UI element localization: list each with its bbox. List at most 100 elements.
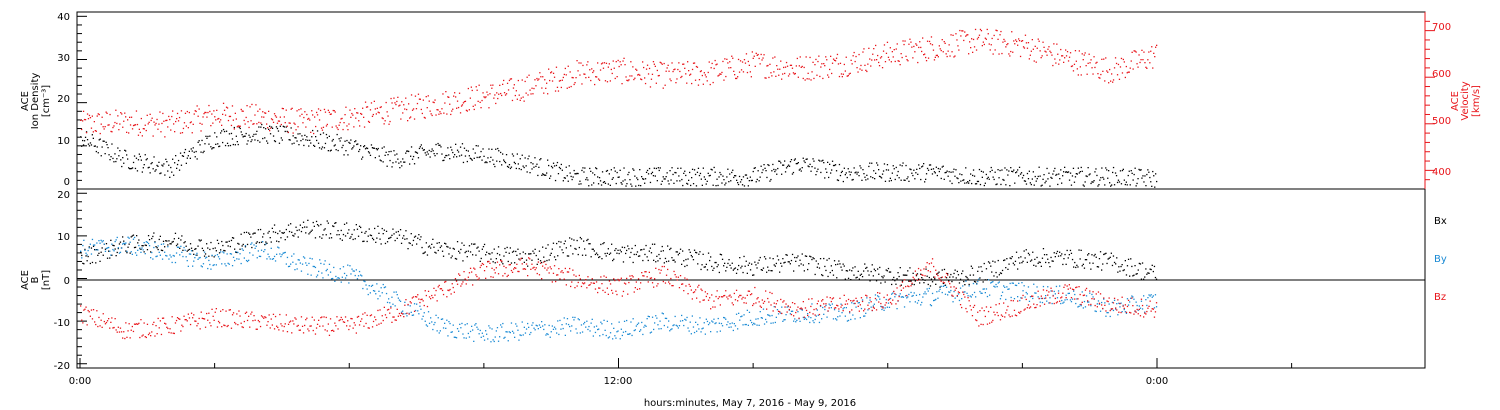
by-point — [651, 316, 654, 318]
by-point — [990, 282, 992, 284]
density-point — [1107, 177, 1109, 179]
bx-point — [947, 273, 949, 275]
velocity-point — [201, 123, 203, 125]
bz-point — [572, 269, 574, 271]
bx-point — [1020, 256, 1022, 258]
by-point — [342, 266, 345, 268]
bz-point — [291, 332, 293, 334]
bx-point — [346, 222, 348, 224]
bz-point — [299, 329, 301, 331]
bz-point — [522, 268, 524, 270]
bz-point — [737, 300, 739, 302]
by-point — [790, 310, 793, 312]
bz-point — [781, 312, 783, 315]
velocity-point — [589, 69, 591, 71]
velocity-point — [981, 45, 983, 47]
by-point — [1125, 312, 1128, 314]
velocity-point — [298, 109, 300, 111]
density-point — [147, 167, 149, 169]
bz-point — [148, 332, 151, 334]
velocity-point — [958, 49, 960, 51]
density-point — [226, 142, 229, 144]
bx-point — [224, 250, 226, 252]
by-point — [615, 337, 617, 339]
bz-point — [450, 293, 452, 295]
velocity-point — [405, 97, 407, 99]
bx-point — [1010, 257, 1012, 260]
density-point — [283, 126, 285, 128]
bz-point — [171, 316, 173, 318]
bx-point — [797, 255, 799, 257]
bz-point — [704, 291, 706, 293]
bz-point — [101, 326, 103, 328]
bz-point — [599, 287, 601, 289]
by-point — [277, 246, 279, 248]
by-point — [659, 320, 661, 322]
by-point — [449, 322, 451, 325]
by-point — [1130, 297, 1132, 299]
bx-point — [299, 224, 301, 226]
density-point — [707, 172, 709, 174]
by-point — [775, 316, 777, 318]
velocity-point — [647, 73, 650, 75]
by-point — [1025, 291, 1027, 294]
density-point — [374, 157, 376, 159]
by-point — [999, 298, 1002, 300]
by-point — [479, 329, 481, 332]
velocity-point — [269, 130, 271, 132]
density-point — [392, 162, 394, 164]
bx-point — [99, 260, 101, 262]
density-point — [331, 140, 333, 142]
bx-point — [1117, 271, 1119, 273]
bz-point — [399, 315, 402, 317]
velocity-point — [353, 126, 355, 128]
velocity-point — [678, 62, 680, 64]
bz-point — [339, 319, 341, 321]
by-point — [574, 316, 576, 319]
bz-point — [509, 264, 511, 266]
velocity-point — [1064, 57, 1066, 59]
density-point — [639, 169, 641, 171]
velocity-point — [192, 123, 194, 125]
density-point — [1105, 167, 1107, 169]
velocity-point — [302, 122, 304, 124]
velocity-point — [419, 98, 421, 100]
bx-point — [739, 257, 741, 259]
by-point — [364, 280, 366, 283]
density-point — [783, 164, 785, 166]
density-point — [461, 143, 464, 145]
bx-point — [485, 254, 487, 256]
bx-point — [968, 283, 970, 286]
by-point — [382, 283, 384, 286]
by-point — [791, 310, 794, 312]
velocity-point — [431, 114, 433, 117]
density-point — [878, 175, 881, 177]
density-point — [321, 146, 324, 148]
by-point — [985, 288, 988, 290]
velocity-point — [546, 82, 548, 84]
bx-point — [917, 278, 920, 280]
velocity-point — [458, 92, 461, 94]
bz-point — [427, 290, 430, 292]
velocity-point — [470, 86, 472, 88]
by-point — [256, 257, 258, 259]
velocity-point — [617, 59, 619, 62]
density-point — [290, 127, 292, 129]
bz-point — [382, 319, 384, 322]
bz-point — [809, 311, 811, 314]
by-point — [140, 251, 142, 253]
by-point — [782, 320, 784, 322]
by-point — [404, 301, 406, 303]
bz-point — [389, 312, 391, 314]
density-point — [1049, 185, 1051, 187]
velocity-point — [961, 30, 963, 32]
by-point — [397, 297, 399, 299]
bz-point — [523, 268, 525, 270]
by-point — [810, 317, 812, 319]
velocity-point — [1044, 50, 1046, 52]
bz-point — [239, 315, 241, 317]
by-point — [905, 295, 907, 297]
bx-point — [277, 232, 279, 235]
velocity-point — [1079, 66, 1081, 68]
density-point — [562, 180, 564, 182]
